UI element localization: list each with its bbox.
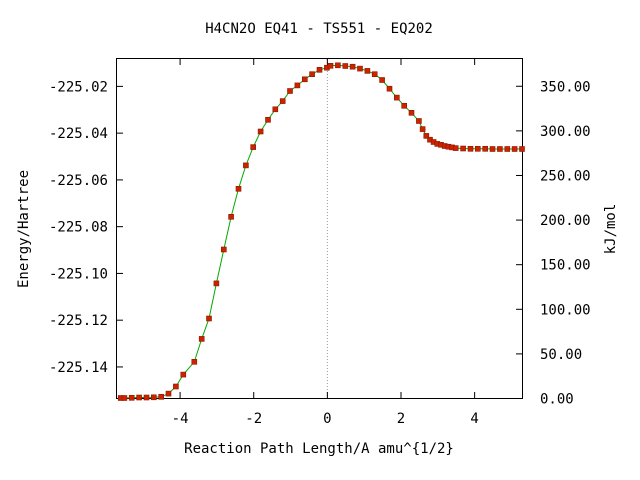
x-tick-label: 2 — [397, 411, 405, 427]
data-point — [180, 371, 187, 378]
x-tick-label: -2 — [245, 411, 262, 427]
y2-tick-label: 100.00 — [540, 302, 591, 318]
y2-tick-label: 300.00 — [540, 124, 591, 140]
y-tick-label: -225.12 — [49, 313, 108, 329]
data-point — [143, 394, 150, 401]
data-point — [497, 146, 503, 152]
data-point — [206, 315, 212, 322]
data-point — [279, 98, 286, 104]
data-point — [316, 67, 323, 73]
data-point — [265, 117, 271, 123]
data-point — [235, 186, 242, 192]
x-tick-label: 4 — [470, 411, 478, 427]
data-point — [416, 118, 422, 124]
y-tick-label: -225.04 — [49, 126, 108, 142]
data-point — [460, 145, 466, 152]
chart-title: H4CN2O EQ41 - TS551 - EQ202 — [205, 21, 433, 37]
y2-tick-label: 200.00 — [540, 213, 591, 229]
data-point — [408, 110, 415, 116]
data-point — [158, 393, 164, 400]
data-point — [294, 82, 301, 89]
data-point — [357, 65, 363, 72]
data-point — [335, 62, 341, 69]
y2-tick-label: 150.00 — [540, 258, 591, 274]
data-point — [467, 146, 474, 152]
plot-frame — [116, 58, 523, 399]
data-point — [121, 395, 128, 401]
data-point — [191, 358, 198, 365]
data-point — [349, 63, 356, 70]
y2-tick-label: 250.00 — [540, 168, 591, 184]
data-point — [327, 62, 334, 69]
data-point — [474, 146, 481, 152]
x-tick-label: -4 — [172, 411, 189, 427]
data-point — [519, 146, 525, 152]
data-point — [423, 133, 430, 139]
y2-tick-label: 350.00 — [540, 79, 591, 95]
data-point — [371, 71, 378, 77]
y2-tick-label: 0.00 — [540, 392, 574, 408]
data-point — [228, 214, 234, 220]
data-point — [342, 63, 349, 69]
x-axis-label: Reaction Path Length/A amu^{1/2} — [184, 441, 454, 457]
y-tick-label: -225.08 — [49, 220, 108, 236]
y-tick-label: -225.14 — [49, 360, 108, 376]
y-axis-left-label: Energy/Hartree — [16, 170, 32, 288]
data-point — [250, 144, 256, 150]
data-point — [452, 145, 459, 151]
data-point — [257, 128, 264, 135]
data-point — [386, 85, 393, 92]
data-point — [165, 390, 172, 397]
x-tick-label: 0 — [323, 411, 331, 427]
data-point — [393, 94, 400, 101]
y-tick-label: -225.10 — [49, 266, 108, 282]
data-point — [364, 68, 371, 74]
y-axis-left: -225.02 -225.04 -225.06 -225.08 -225.10 -225.… — [49, 79, 123, 376]
data-points — [117, 62, 525, 401]
data-point — [419, 126, 426, 132]
data-point — [489, 146, 496, 152]
y-axis-right: 0.00 50.00 100.00 150.00 200.00 250.00 300.00 3… — [516, 79, 591, 408]
data-point — [287, 88, 293, 94]
data-point — [401, 103, 408, 109]
data-point — [128, 394, 135, 401]
y-tick-label: -225.06 — [49, 173, 108, 189]
y-tick-label: -225.02 — [49, 79, 108, 95]
data-point — [243, 162, 249, 169]
data-point — [221, 246, 227, 253]
data-point — [198, 336, 205, 342]
data-point — [213, 280, 220, 287]
data-point — [309, 71, 315, 77]
data-point — [272, 106, 279, 113]
data-point — [173, 383, 179, 390]
data-point — [504, 146, 511, 152]
data-point — [151, 394, 157, 401]
y-axis-right-label: kJ/mol — [603, 204, 619, 255]
data-point — [301, 76, 308, 83]
data-point — [482, 146, 489, 152]
data-point — [511, 146, 518, 152]
data-point — [136, 394, 142, 401]
x-axis: -4 -2 0 2 4 — [172, 59, 479, 427]
energy-curve — [120, 64, 522, 399]
y2-tick-label: 50.00 — [540, 347, 582, 363]
data-point — [379, 77, 385, 83]
